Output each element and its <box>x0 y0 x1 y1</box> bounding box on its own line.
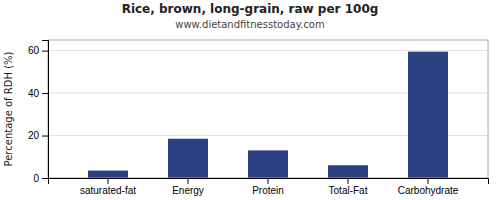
tick-label: saturated-fat <box>80 185 136 196</box>
x-axis: saturated-fat Energy Protein Total-Fat Carbo… <box>49 178 489 196</box>
tick-mark <box>268 178 269 184</box>
tick-label: Protein <box>252 185 284 196</box>
y-axis: 0 20 40 60 <box>28 41 49 184</box>
bars <box>88 52 448 178</box>
chart: Rice, brown, long-grain, raw per 100g www… <box>0 0 500 200</box>
tick: saturated-fat <box>80 178 136 196</box>
y-axis-title: Percentage of RDH (%) <box>3 51 14 166</box>
bar <box>328 165 368 178</box>
grid <box>48 51 488 178</box>
axis-line <box>42 41 49 179</box>
tick: 20 <box>28 130 48 141</box>
tick-label: Carbohydrate <box>398 185 459 196</box>
tick-mark <box>42 93 48 94</box>
tick-label: 40 <box>28 88 40 99</box>
tick-mark <box>348 178 349 184</box>
tick-mark <box>428 178 429 184</box>
bar <box>88 171 128 178</box>
tick-label: 0 <box>33 173 39 184</box>
axis-line <box>49 179 489 185</box>
tick-mark <box>188 178 189 184</box>
tick-label: 20 <box>28 130 40 141</box>
tick: Total-Fat <box>329 178 368 196</box>
plot: 0 20 40 60 saturated-fat Energy Protein Total-F… <box>28 40 489 196</box>
bar <box>248 150 288 178</box>
grid-line <box>48 50 488 51</box>
bar <box>168 139 208 178</box>
bar <box>408 52 448 178</box>
frame <box>48 40 488 178</box>
tick: Carbohydrate <box>398 178 459 196</box>
tick-mark <box>42 51 48 52</box>
tick: 60 <box>28 45 48 56</box>
tick-mark <box>42 136 48 137</box>
tick: 40 <box>28 88 48 99</box>
tick-label: Energy <box>172 185 204 196</box>
tick-label: Total-Fat <box>329 185 368 196</box>
subtitle: www.dietandfitnesstoday.com <box>175 19 324 30</box>
tick: 0 <box>33 173 48 184</box>
tick-mark <box>42 178 48 179</box>
tick-label: 60 <box>28 45 40 56</box>
tick-mark <box>108 178 109 184</box>
title: Rice, brown, long-grain, raw per 100g <box>122 2 379 16</box>
tick: Protein <box>252 178 284 196</box>
tick: Energy <box>172 178 204 196</box>
